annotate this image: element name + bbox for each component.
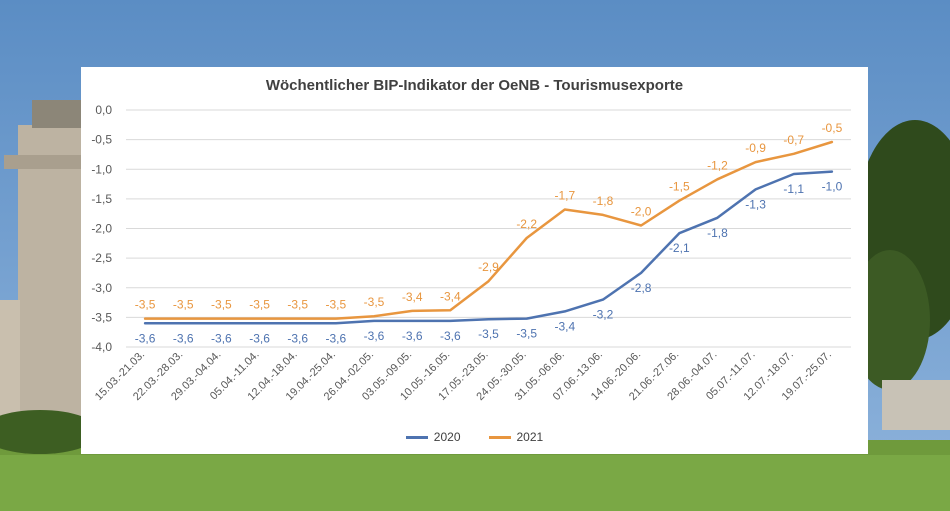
series-line-2021 [143, 140, 834, 320]
data-label-2021: -0,7 [783, 133, 804, 147]
data-label-2020: -3,6 [173, 331, 194, 345]
data-label-2021: -0,9 [745, 141, 766, 155]
legend-item-2021: 2021 [488, 430, 544, 444]
data-label-2021: -3,5 [211, 298, 232, 312]
legend-label-2021: 2021 [516, 430, 544, 444]
data-label-2020: -2,1 [669, 241, 690, 255]
chart-title: Wöchentlicher BIP-Indikator der OeNB - T… [265, 77, 684, 94]
y-tick-label: -0,5 [91, 133, 112, 147]
legend-item-2020: 2020 [405, 430, 461, 444]
data-label-2020: -1,0 [822, 180, 843, 194]
data-label-2021: -3,5 [326, 298, 347, 312]
data-label-2020: -3,6 [249, 331, 270, 345]
data-label-2020: -3,6 [364, 329, 385, 343]
data-label-2020: -3,5 [478, 327, 499, 341]
data-label-2021: -2,9 [478, 260, 499, 274]
data-label-2020: -3,2 [593, 308, 614, 322]
data-label-2021: -0,5 [822, 121, 843, 135]
data-label-2021: -3,4 [440, 289, 461, 303]
data-label-2020: -3,6 [440, 329, 461, 343]
y-tick-label: -2,5 [91, 251, 112, 265]
data-label-2021: -1,7 [554, 189, 575, 203]
data-label-2020: -3,6 [402, 329, 423, 343]
chart-panel: 0,0 -0,5 -1,0 -1,5 -2,0 -2,5 -3,0 -3,5 -4,0 15.03… [81, 67, 868, 454]
data-label-2021: -3,4 [402, 290, 423, 304]
data-label-2020: -2,8 [631, 281, 652, 295]
data-label-2020: -3,6 [211, 331, 232, 345]
y-tick-label: -1,0 [91, 162, 112, 176]
y-tick-label: -3,0 [91, 281, 112, 295]
y-tick-label: -4,0 [91, 340, 112, 354]
data-label-2020: -3,6 [287, 331, 308, 345]
line-chart: 0,0-0,5-1,0-1,5-2,0-2,5-3,0-3,5-4,015.03… [91, 103, 851, 403]
y-tick-label: -1,5 [91, 192, 112, 206]
chart-legend: 2020 2021 [81, 430, 868, 444]
data-label-2020: -3,6 [326, 331, 347, 345]
data-label-2021: -2,0 [631, 205, 652, 219]
data-label-2020: -3,4 [554, 319, 575, 333]
legend-swatch-2021 [488, 435, 511, 439]
data-label-2021: -2,2 [516, 217, 537, 231]
data-label-2021: -1,5 [669, 180, 690, 194]
y-tick-label: -2,0 [91, 222, 112, 236]
data-label-2021: -1,2 [707, 158, 728, 172]
data-label-2021: -3,5 [135, 298, 156, 312]
data-label-2020: -1,1 [783, 182, 804, 196]
y-tick-label: 0,0 [95, 103, 112, 117]
data-label-2021: -3,5 [287, 298, 308, 312]
legend-label-2020: 2020 [433, 430, 461, 444]
data-label-2021: -3,5 [249, 298, 270, 312]
data-label-2020: -1,3 [745, 197, 766, 211]
data-label-2020: -3,6 [135, 331, 156, 345]
data-label-2020: -3,5 [516, 327, 537, 341]
data-label-2021: -1,8 [593, 194, 614, 208]
data-label-2020: -1,8 [707, 226, 728, 240]
data-label-2021: -3,5 [364, 295, 385, 309]
legend-swatch-2020 [405, 435, 428, 439]
y-tick-label: -3,5 [91, 310, 112, 324]
data-label-2021: -3,5 [173, 298, 194, 312]
series-line-2020 [143, 170, 834, 325]
